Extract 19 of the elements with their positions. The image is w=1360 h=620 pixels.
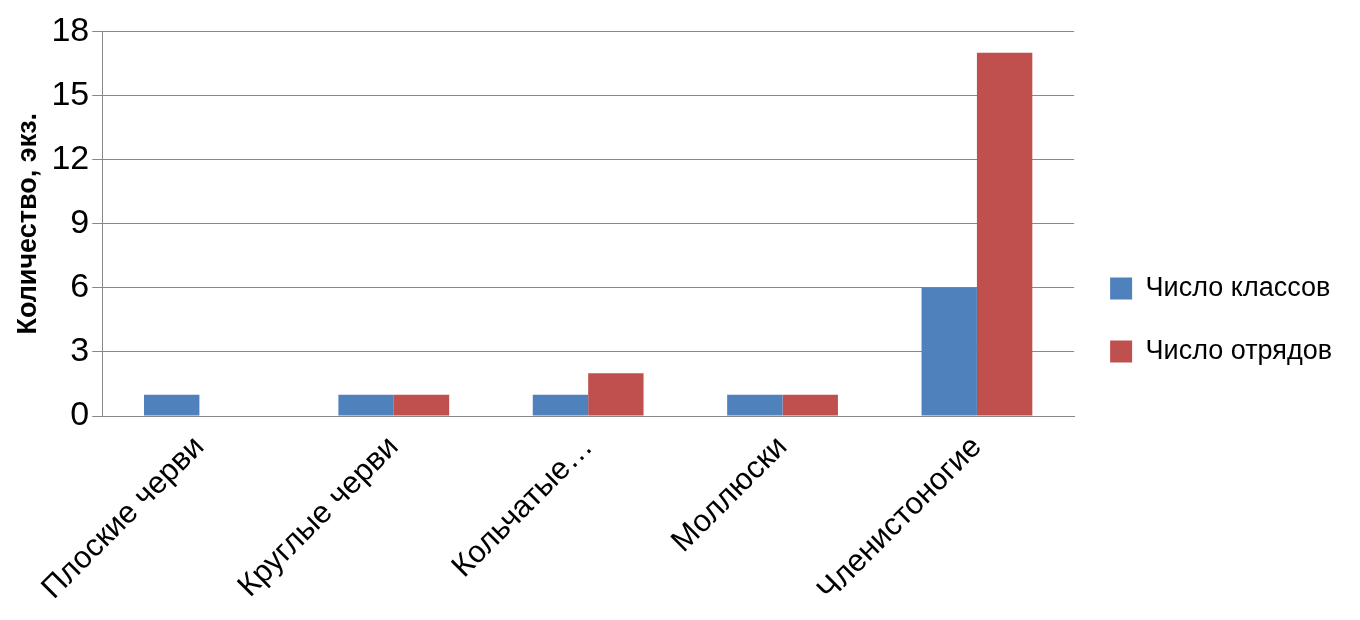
- legend-label: Число отрядов: [1145, 334, 1332, 365]
- y-tick-label: 6: [70, 266, 90, 305]
- legend-label: Число классов: [1145, 271, 1331, 302]
- bar: [921, 287, 977, 416]
- y-tick-label: 12: [51, 138, 90, 176]
- bar: [393, 394, 450, 416]
- y-tick-label: 0: [70, 394, 90, 433]
- y-tick-label: 15: [51, 73, 90, 112]
- bar: [532, 394, 589, 416]
- y-tick-label: 3: [70, 330, 90, 369]
- bar: [338, 394, 394, 416]
- bar: [144, 394, 200, 416]
- y-axis-title: Количество, экз.: [11, 112, 42, 335]
- bar: [727, 394, 783, 416]
- y-tick-label: 9: [70, 202, 90, 241]
- bar: [588, 373, 644, 416]
- y-tick-label: 18: [51, 9, 90, 48]
- bar: [976, 52, 1033, 416]
- bar: [782, 394, 838, 416]
